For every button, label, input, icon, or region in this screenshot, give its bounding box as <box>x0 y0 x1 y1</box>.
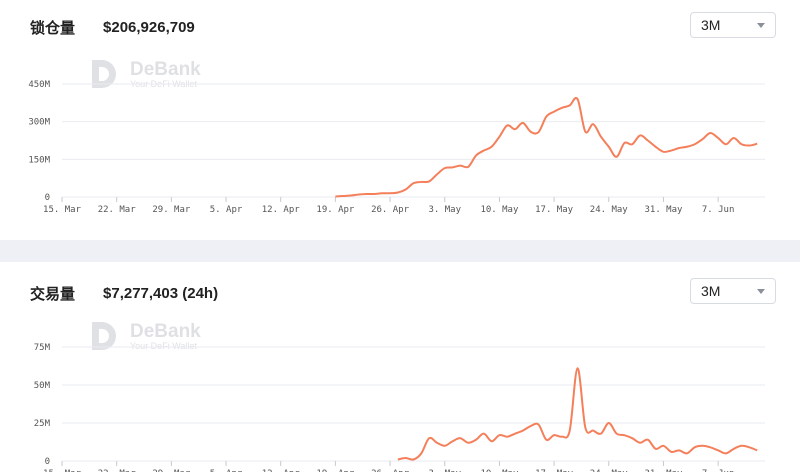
volume-range-value: 3M <box>701 283 721 299</box>
x-tick-label: 3. May <box>428 469 461 472</box>
y-tick-label: 300M <box>28 118 50 128</box>
watermark-name: DeBank <box>130 321 201 342</box>
tvl-panel: 锁仓量 $206,926,709 3M DeBank Your DeFi Wall… <box>28 12 776 215</box>
series-line <box>397 367 758 461</box>
debank-logo-icon <box>92 322 116 350</box>
tvl-label: 锁仓量 <box>30 19 76 37</box>
x-tick-label: 22. Mar <box>98 205 137 215</box>
x-tick-label: 12. Apr <box>262 469 301 472</box>
watermark-tagline: Your DeFi Wallet <box>130 341 197 351</box>
volume-value: $7,277,403 (24h) <box>103 284 219 302</box>
x-tick-label: 12. Apr <box>262 205 301 215</box>
x-tick-label: 26. Apr <box>371 205 410 215</box>
x-tick-label: 7. Jun <box>702 205 735 215</box>
x-tick-label: 22. Mar <box>98 469 137 472</box>
x-tick-label: 24. May <box>590 469 629 472</box>
y-tick-label: 450M <box>28 80 50 90</box>
tvl-header: 锁仓量 $206,926,709 <box>30 16 195 38</box>
x-tick-label: 17. May <box>535 469 574 472</box>
y-tick-label: 50M <box>34 381 51 391</box>
volume-panel: 交易量 $7,277,403 (24h) 3M DeBank Your DeFi … <box>0 262 800 472</box>
x-tick-label: 31. May <box>644 469 683 472</box>
section-divider <box>0 240 800 262</box>
x-tick-label: 29. Mar <box>152 469 191 472</box>
x-tick-label: 5. Apr <box>210 469 243 472</box>
y-tick-label: 150M <box>28 155 50 165</box>
y-tick-label: 0 <box>45 457 50 467</box>
x-tick-label: 15. Mar <box>43 205 82 215</box>
x-tick-label: 5. Apr <box>210 205 243 215</box>
x-tick-label: 15. Mar <box>43 469 82 472</box>
y-tick-label: 0 <box>45 193 50 203</box>
volume-label: 交易量 <box>30 285 76 303</box>
y-tick-label: 25M <box>34 419 51 429</box>
debank-logo-icon <box>92 60 116 88</box>
tvl-range-select[interactable]: 3M <box>690 12 776 38</box>
x-tick-label: 7. Jun <box>702 469 735 472</box>
chevron-down-icon <box>757 23 765 28</box>
x-tick-label: 17. May <box>535 205 574 215</box>
tvl-range-value: 3M <box>701 17 721 33</box>
volume-header: 交易量 $7,277,403 (24h) <box>30 282 218 304</box>
watermark-name: DeBank <box>130 59 201 80</box>
chevron-down-icon <box>757 289 765 294</box>
x-tick-label: 10. May <box>480 469 519 472</box>
x-tick-label: 24. May <box>590 205 629 215</box>
x-tick-label: 19. Apr <box>316 205 355 215</box>
x-tick-label: 19. Apr <box>316 469 355 472</box>
x-tick-label: 26. Apr <box>371 469 410 472</box>
x-tick-label: 31. May <box>644 205 683 215</box>
tvl-value: $206,926,709 <box>103 18 195 36</box>
x-tick-label: 10. May <box>480 205 519 215</box>
x-tick-label: 29. Mar <box>152 205 191 215</box>
volume-range-select[interactable]: 3M <box>690 278 776 304</box>
y-tick-label: 75M <box>34 343 51 353</box>
series-line <box>335 96 758 198</box>
x-tick-label: 3. May <box>428 205 461 215</box>
